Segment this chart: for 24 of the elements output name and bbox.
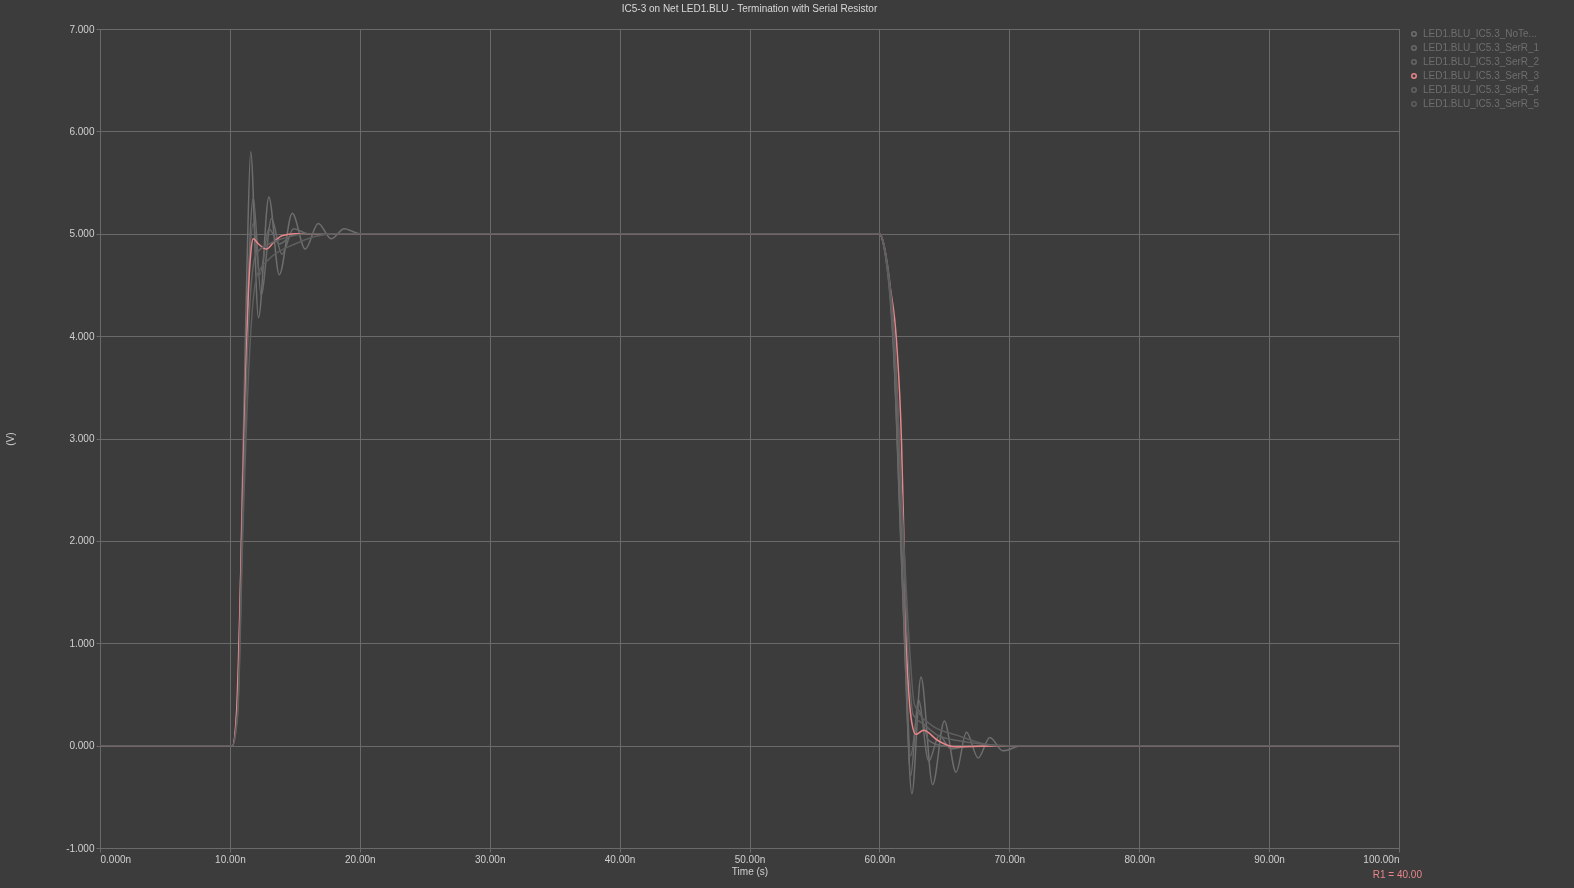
- x-tick-label: 90.00n: [1254, 853, 1285, 865]
- y-tick-label: 3.000: [69, 433, 95, 444]
- x-tick-label: 20.00n: [345, 853, 376, 865]
- y-tick-label: 4.000: [69, 330, 95, 342]
- y-tick-label: -1.000: [66, 842, 95, 854]
- x-tick-label: 0.000n: [100, 853, 132, 865]
- x-tick-label: 10.00n: [215, 853, 246, 865]
- x-tick-label: 80.00n: [1124, 853, 1155, 865]
- x-tick-label: 40.00n: [604, 853, 636, 865]
- x-tick-label: 70.00n: [994, 853, 1026, 865]
- y-axis-title: (V): [5, 432, 17, 446]
- x-axis-title: Time (s): [731, 865, 769, 877]
- y-tick-label: 1.000: [69, 637, 95, 649]
- chart-title: IC5-3 on Net LED1.BLU - Termination with Serial Resistor: [621, 3, 878, 14]
- x-tick-label: 50.00n: [734, 853, 766, 865]
- y-tick-label: 7.000: [69, 23, 95, 35]
- y-tick-label: 2.000: [69, 535, 95, 547]
- y-tick-label: 5.000: [69, 228, 95, 240]
- x-tick-label: 30.00n: [474, 853, 506, 865]
- text: R1 = 40.00: [1372, 869, 1423, 880]
- y-tick-label: 6.000: [69, 125, 95, 137]
- x-tick-label: 100.00n: [1363, 853, 1400, 865]
- x-tick-label: 60.00n: [864, 853, 896, 865]
- y-tick-label: 0.000: [69, 740, 95, 752]
